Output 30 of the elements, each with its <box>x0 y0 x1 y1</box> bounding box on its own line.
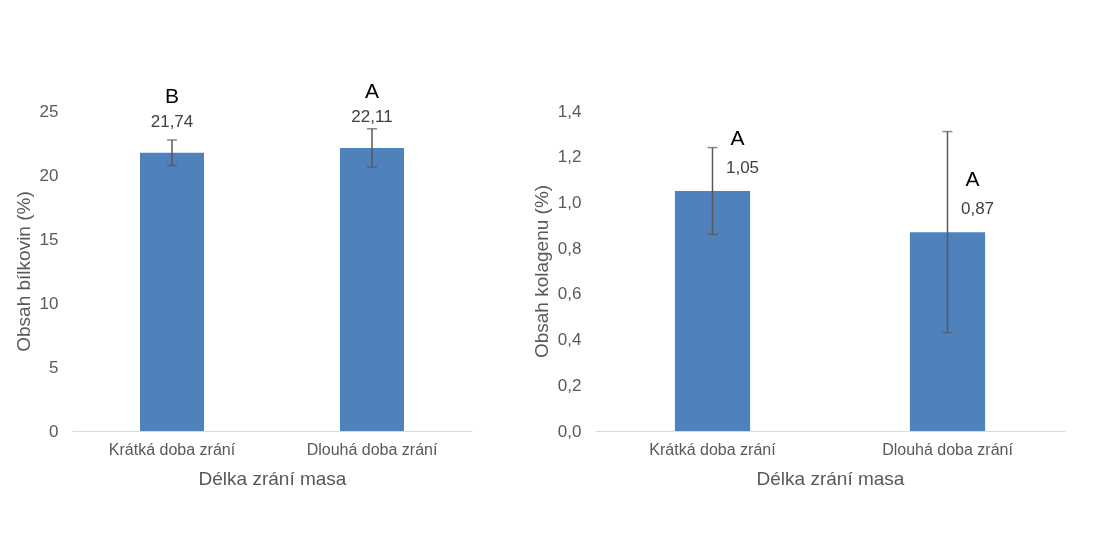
y-tick-label: 1,2 <box>557 147 582 167</box>
y-axis-title: Obsah kolagenu (%) <box>530 184 552 359</box>
data-label: 22,11 <box>351 106 393 126</box>
y-tick-label: 1,4 <box>557 101 582 121</box>
x-axis-title: Délka zrání masa <box>198 467 347 489</box>
y-tick-label: 25 <box>39 101 59 121</box>
y-tick-label: 0 <box>49 421 59 441</box>
x-tick-label: Krátká doba zrání <box>108 440 236 458</box>
annotation: A <box>965 167 980 191</box>
x-tick-label: Krátká doba zrání <box>649 440 777 458</box>
data-label: 0,87 <box>960 199 995 219</box>
y-tick-label: 5 <box>49 357 59 377</box>
y-tick-label: 20 <box>39 165 59 185</box>
annotation: A <box>730 126 745 149</box>
x-tick-label: Dlouhá doba zrání <box>306 440 438 458</box>
y-tick-label: 15 <box>39 229 59 249</box>
y-tick-label: 0,8 <box>557 238 582 258</box>
y-tick-label: 1,0 <box>557 192 582 212</box>
y-tick-label: 0,6 <box>557 284 582 304</box>
y-tick-label: 10 <box>39 293 59 313</box>
text: A <box>364 78 380 102</box>
y-tick-label: 0,0 <box>557 421 582 441</box>
text: B <box>164 83 180 107</box>
x-tick-label: Dlouhá doba zrání <box>882 440 1014 458</box>
y-tick-label: 0,4 <box>557 330 582 350</box>
y-axis-title: Obsah bílkovin (%) <box>12 191 34 352</box>
x-axis-title: Délka zrání masa <box>756 467 905 489</box>
y-tick-label: 0,2 <box>557 375 582 395</box>
data-label: 1,05 <box>725 158 760 177</box>
data-label: 21,74 <box>150 111 194 131</box>
